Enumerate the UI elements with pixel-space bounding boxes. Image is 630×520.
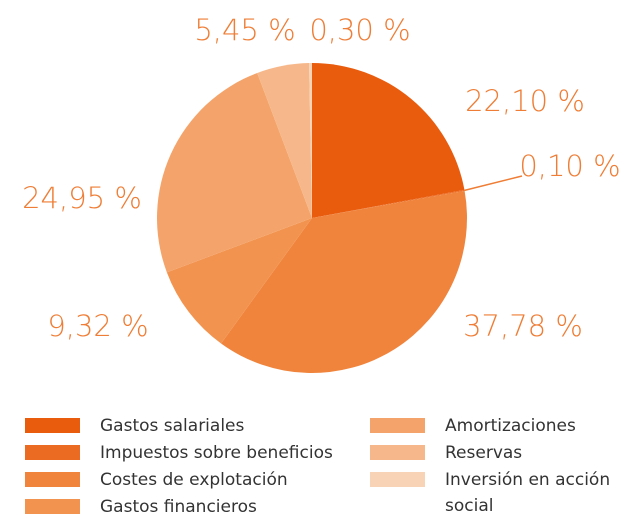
legend-swatch	[370, 418, 425, 433]
pie-slice	[156, 73, 312, 273]
pie-slice	[257, 63, 312, 219]
legend-swatch	[370, 445, 425, 460]
leader-line	[464, 175, 523, 192]
pie-slice	[312, 63, 465, 218]
legend-label: Gastos salariales	[100, 416, 245, 436]
slice-label: 22,10 %	[465, 84, 585, 118]
legend-label: Inversión en acción social	[445, 470, 611, 516]
legend-item: Costes de explotación	[25, 467, 360, 493]
slice-label: 37,78 %	[463, 309, 583, 343]
legend-item: Gastos financieros	[25, 494, 360, 520]
legend-swatch	[25, 499, 80, 514]
legend-swatch	[25, 445, 80, 460]
legend-item: Amortizaciones	[370, 413, 625, 439]
slice-label: 5,45 %	[194, 13, 295, 47]
slice-label: 0,10 %	[519, 149, 620, 183]
pie-slice	[309, 63, 312, 218]
legend-label: Reservas	[445, 443, 523, 463]
pie-slice	[166, 218, 312, 344]
pie-slice	[312, 189, 465, 218]
chart: 22,10 % 0,10 % 37,78 % 9,32 % 24,95 % 5,45 % 0…	[22, 13, 621, 374]
slice-label: 24,95 %	[22, 181, 142, 215]
legend-label: Gastos financieros	[100, 497, 257, 517]
slice-label: 9,32 %	[47, 309, 148, 343]
legend-swatch	[25, 418, 80, 433]
legend-swatch	[25, 472, 80, 487]
legend-label: Amortizaciones	[445, 416, 576, 436]
legend-item: Impuestos sobre beneficios	[25, 440, 360, 466]
legend-item: Inversión en acción social	[370, 467, 625, 519]
slice-label: 0,30 %	[309, 13, 410, 47]
legend-item: Gastos salariales	[25, 413, 360, 439]
legend-swatch	[370, 472, 425, 487]
legend-label: Costes de explotación	[100, 470, 288, 490]
legend-label: Impuestos sobre beneficios	[100, 443, 333, 463]
legend-item: Reservas	[370, 440, 625, 466]
pie-slice	[221, 190, 467, 374]
